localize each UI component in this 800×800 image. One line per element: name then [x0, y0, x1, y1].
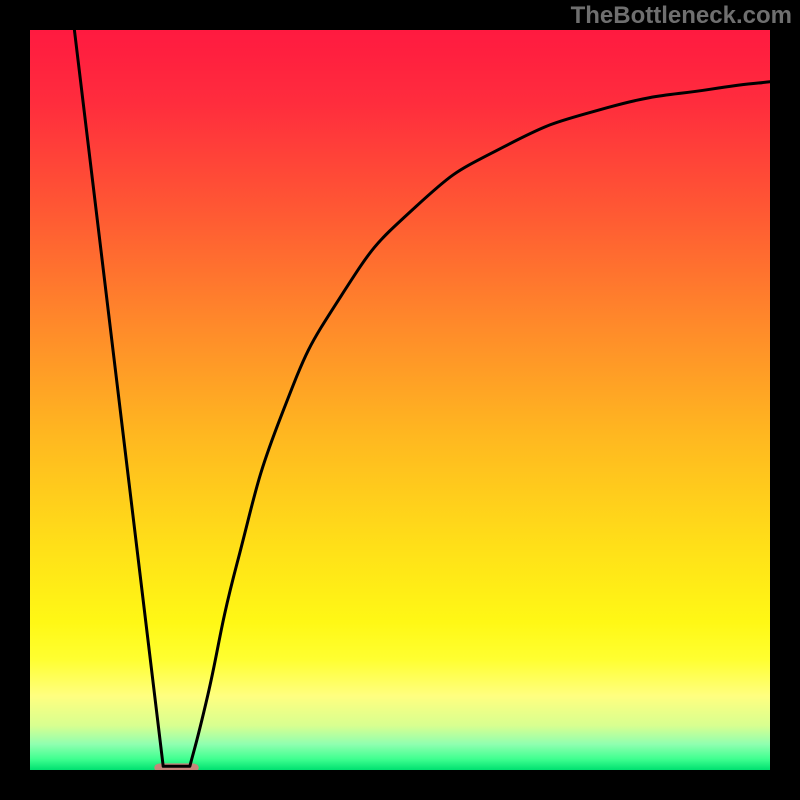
bottleneck-chart — [0, 0, 800, 800]
chart-container: TheBottleneck.com — [0, 0, 800, 800]
plot-background — [30, 30, 770, 770]
watermark-text: TheBottleneck.com — [571, 2, 792, 30]
